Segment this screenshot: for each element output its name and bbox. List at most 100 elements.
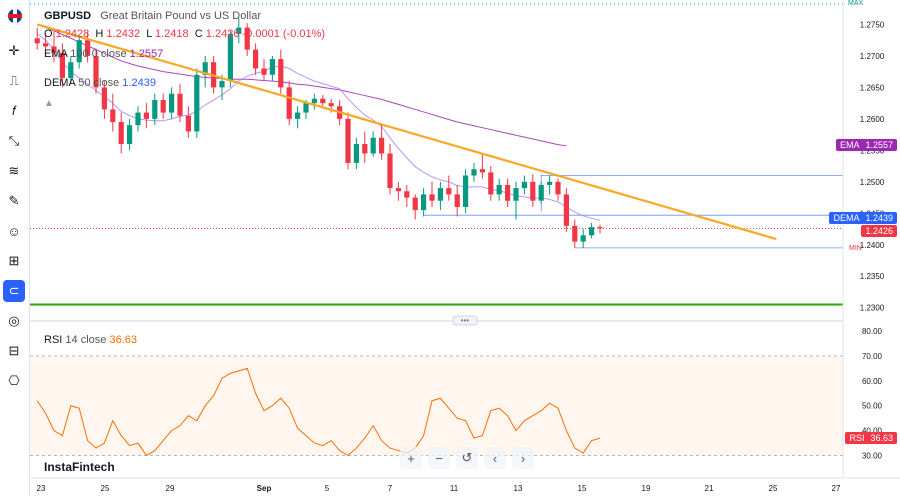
price-axis[interactable]: 1.27501.27001.26501.26001.25501.25001.24… xyxy=(860,20,885,312)
legend-ema-row[interactable]: EMA 100 0 close 1.2557 xyxy=(44,48,163,60)
rsi-tick-label: 80.00 xyxy=(862,327,883,336)
candle-type-icon[interactable]: ⎍ xyxy=(9,73,19,88)
candle-body xyxy=(463,175,469,207)
legend-collapse-icon[interactable]: ▲ xyxy=(44,98,54,109)
legend-dema-row[interactable]: DEMA 50 close 1.2439 xyxy=(44,77,156,89)
max-marker: MAX xyxy=(848,0,864,7)
zoom-out-icon[interactable]: − xyxy=(428,447,450,469)
left-toolbar: ✛ ⎍ 𝑓 ⤡ ≋ ✎ ☺ ⊞ ⊂ ◎ ⊟ ⎔ xyxy=(0,0,30,496)
ema-tag-value: 1.2557 xyxy=(865,140,893,150)
lock-icon[interactable]: ⊟ xyxy=(8,343,20,358)
price-tick-label: 1.2500 xyxy=(860,178,885,187)
time-tick-label: 21 xyxy=(705,484,714,493)
rsi-tick-label: 40.00 xyxy=(862,427,883,436)
candle-body xyxy=(76,40,82,63)
price-tick-label: 1.2600 xyxy=(860,115,885,124)
price-tick-label: 1.2750 xyxy=(860,20,885,29)
candle-body xyxy=(269,59,275,75)
candle-body xyxy=(59,52,65,78)
brush-icon[interactable]: ✎ xyxy=(8,193,20,208)
hide-drawings-icon[interactable]: ◎ xyxy=(8,313,20,328)
ohlc-close-value: 1.2426 xyxy=(205,28,240,40)
candle-body xyxy=(143,112,149,119)
candle-body xyxy=(412,197,418,211)
magnet-icon[interactable]: ⊂ xyxy=(3,280,25,302)
dema-tag-label: DEMA xyxy=(833,213,860,223)
crosshair-icon[interactable]: ✛ xyxy=(8,43,20,58)
last-price-tag: 1.2426 xyxy=(861,225,897,237)
fib-icon[interactable]: ≋ xyxy=(8,163,20,178)
time-tick-label: 23 xyxy=(37,484,46,493)
rsi-tick-label: 30.00 xyxy=(862,452,883,461)
candle-body xyxy=(513,188,519,201)
rsi-axis[interactable]: 80.00 70.00 60.00 50.00 40.00 30.00 xyxy=(862,327,883,461)
ema-tag-label: EMA xyxy=(839,140,860,150)
candle-body xyxy=(311,98,317,104)
candle-body xyxy=(278,59,284,88)
emoji-icon[interactable]: ☺ xyxy=(7,223,21,239)
candle-body xyxy=(597,227,603,229)
ema-value: 1.2557 xyxy=(129,48,164,60)
price-tick-label: 1.2650 xyxy=(860,83,885,92)
time-tick-label: 15 xyxy=(578,484,587,493)
candle-body xyxy=(404,191,410,198)
screenshot-icon[interactable]: ⎔ xyxy=(8,373,20,388)
rsi-name: RSI xyxy=(44,334,63,346)
rsi-tag-label: RSI xyxy=(849,433,865,443)
rsi-params: 14 close xyxy=(65,334,107,346)
price-tick-label: 1.2700 xyxy=(860,52,885,61)
time-tick-label: 27 xyxy=(832,484,841,493)
candle-body xyxy=(286,87,292,119)
candle-body xyxy=(101,87,107,110)
dema-params: 50 close xyxy=(78,77,120,89)
price-tick-label: 1.2400 xyxy=(860,241,885,250)
candle-body xyxy=(34,38,40,44)
ohlc-high-label: H xyxy=(95,28,104,40)
candle-body xyxy=(127,125,133,145)
candle-body xyxy=(379,137,385,154)
ohlc-open-value: 1.2428 xyxy=(55,28,90,40)
candle-body xyxy=(454,194,460,207)
scroll-right-icon[interactable]: › xyxy=(512,447,534,469)
symbol-name[interactable]: GBPUSD xyxy=(44,10,92,22)
ruler-icon[interactable]: ⊞ xyxy=(8,253,20,268)
reset-icon[interactable]: ↺ xyxy=(456,447,478,469)
rsi-line xyxy=(36,367,601,457)
symbol-description: Great Britain Pound vs US Dollar xyxy=(100,10,262,22)
price-tick-label: 1.2300 xyxy=(860,304,885,313)
candle-body xyxy=(370,137,376,154)
candle-body xyxy=(202,62,208,75)
zoom-in-icon[interactable]: + xyxy=(400,447,422,469)
rsi-tick-label: 60.00 xyxy=(862,377,883,386)
pane-resize-handle[interactable] xyxy=(452,315,478,326)
price-tick-label: 1.2350 xyxy=(860,272,885,281)
candle-body xyxy=(387,153,393,189)
dema-tag-value: 1.2439 xyxy=(865,213,893,223)
candle-body xyxy=(547,181,553,185)
candle-body xyxy=(160,99,166,113)
brand-logo: InstaFintech xyxy=(44,460,115,474)
candle-body xyxy=(555,181,561,195)
candle-body xyxy=(51,46,57,53)
candle-body xyxy=(152,99,158,119)
candle-body xyxy=(353,144,359,163)
ema-params: 100 0 close xyxy=(70,48,127,60)
candle-body xyxy=(43,43,49,47)
candle-body xyxy=(496,184,502,195)
ema-price-tag: EMA 1.2557 xyxy=(835,139,897,151)
time-axis[interactable]: 23 25 29 Sep 5 7 11 13 15 19 21 25 27 xyxy=(37,484,841,493)
indicator-fx-icon[interactable]: 𝑓 xyxy=(11,103,17,118)
candle-body xyxy=(118,122,124,145)
min-marker: MIN xyxy=(849,245,862,252)
candle-body xyxy=(421,194,427,211)
chart-navigation: + − ↺ ‹ › xyxy=(400,447,534,469)
candle-body xyxy=(563,194,569,226)
candle-body xyxy=(185,115,191,132)
candle-body xyxy=(68,62,74,78)
candle-body xyxy=(261,68,267,75)
trend-line-icon[interactable]: ⤡ xyxy=(8,133,20,148)
time-tick-label: 7 xyxy=(388,484,393,493)
scroll-left-icon[interactable]: ‹ xyxy=(484,447,506,469)
legend-rsi-row[interactable]: RSI 14 close 36.63 xyxy=(44,334,137,346)
